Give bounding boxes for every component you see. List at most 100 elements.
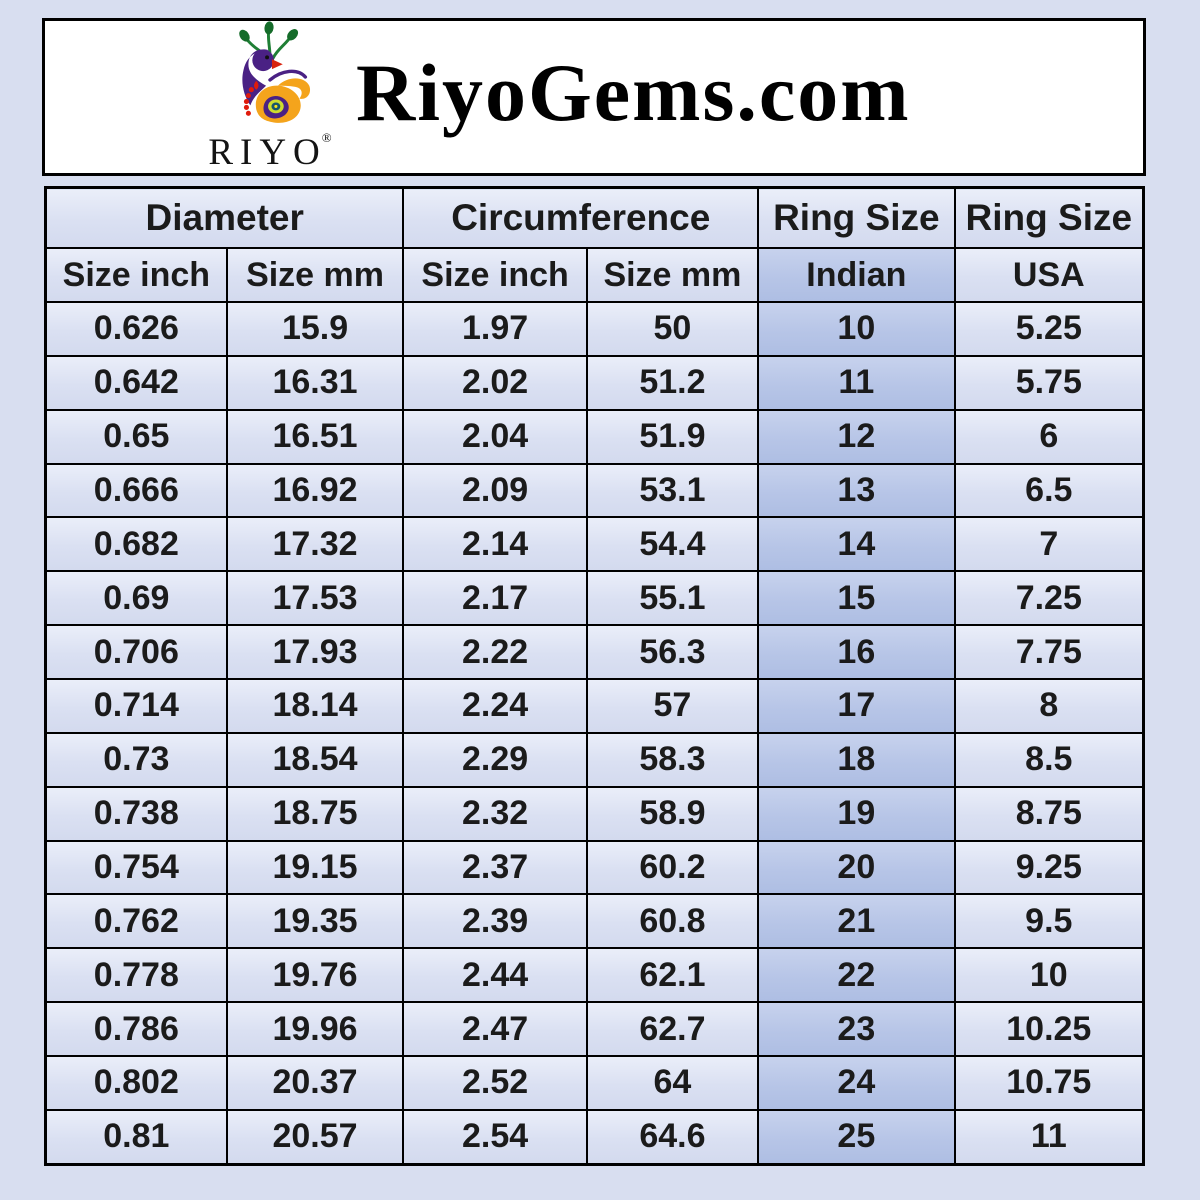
cell-circumference-inch: 2.24 <box>402 678 588 734</box>
cell-circumference-inch: 2.17 <box>402 570 588 627</box>
registered-mark: ® <box>321 130 332 145</box>
cell-ring-size-usa: 10.25 <box>953 1001 1145 1058</box>
cell-circumference-inch: 2.44 <box>402 947 588 1004</box>
cell-diameter-inch: 0.69 <box>44 570 228 627</box>
cell-circumference-mm: 54.4 <box>585 516 760 573</box>
cell-diameter-inch: 0.642 <box>44 354 228 411</box>
cell-diameter-inch: 0.754 <box>44 839 228 896</box>
cell-circumference-mm: 58.9 <box>585 785 760 842</box>
cell-circumference-mm: 50 <box>585 301 760 357</box>
cell-diameter-mm: 19.96 <box>225 1001 405 1058</box>
cell-ring-size-indian: 17 <box>757 678 956 734</box>
table-row: 0.802 20.37 2.52 64 24 10.75 <box>44 1055 1145 1111</box>
cell-ring-size-indian: 23 <box>757 1001 956 1058</box>
cell-diameter-inch: 0.802 <box>44 1055 228 1111</box>
cell-ring-size-usa: 9.5 <box>953 893 1145 950</box>
cell-diameter-mm: 16.92 <box>225 462 405 519</box>
cell-diameter-mm: 17.93 <box>225 624 405 681</box>
cell-circumference-mm: 55.1 <box>585 570 760 627</box>
cell-diameter-inch: 0.65 <box>44 408 228 465</box>
cell-diameter-inch: 0.706 <box>44 624 228 681</box>
cell-ring-size-indian: 19 <box>757 785 956 842</box>
cell-diameter-mm: 18.14 <box>225 678 405 734</box>
cell-circumference-mm: 62.1 <box>585 947 760 1004</box>
column-header-circumference-inch: Size inch <box>402 247 588 303</box>
cell-ring-size-indian: 14 <box>757 516 956 573</box>
cell-circumference-mm: 58.3 <box>585 731 760 788</box>
cell-ring-size-usa: 9.25 <box>953 839 1145 896</box>
table-row: 0.73 18.54 2.29 58.3 18 8.5 <box>44 731 1145 788</box>
cell-diameter-mm: 16.31 <box>225 354 405 411</box>
table-body: 0.626 15.9 1.97 50 10 5.25 0.642 16.31 2.02 51.2 1… <box>44 301 1145 1166</box>
group-header-row: Diameter Circumference Ring Size Ring Si… <box>44 186 1145 249</box>
table-row: 0.69 17.53 2.17 55.1 15 7.25 <box>44 570 1145 627</box>
cell-ring-size-indian: 13 <box>757 462 956 519</box>
cell-circumference-mm: 51.9 <box>585 408 760 465</box>
cell-diameter-inch: 0.786 <box>44 1001 228 1058</box>
cell-ring-size-usa: 7 <box>953 516 1145 573</box>
table-row: 0.762 19.35 2.39 60.8 21 9.5 <box>44 893 1145 950</box>
riyo-logo: RIYO® <box>190 21 350 173</box>
cell-ring-size-usa: 10 <box>953 947 1145 1004</box>
group-header-circumference: Circumference <box>402 186 760 249</box>
cell-ring-size-usa: 8.5 <box>953 731 1145 788</box>
cell-ring-size-indian: 18 <box>757 731 956 788</box>
column-header-diameter-inch: Size inch <box>44 247 228 303</box>
column-header-circumference-mm: Size mm <box>585 247 760 303</box>
cell-ring-size-usa: 8.75 <box>953 785 1145 842</box>
site-title: RiyoGems.com <box>356 47 911 138</box>
table-row: 0.642 16.31 2.02 51.2 11 5.75 <box>44 354 1145 411</box>
cell-circumference-inch: 2.02 <box>402 354 588 411</box>
group-header-ring-size-usa: Ring Size <box>953 186 1145 249</box>
cell-diameter-inch: 0.762 <box>44 893 228 950</box>
cell-ring-size-usa: 6 <box>953 408 1145 465</box>
table-row: 0.754 19.15 2.37 60.2 20 9.25 <box>44 839 1145 896</box>
cell-ring-size-indian: 22 <box>757 947 956 1004</box>
table-row: 0.626 15.9 1.97 50 10 5.25 <box>44 301 1145 357</box>
cell-diameter-inch: 0.682 <box>44 516 228 573</box>
cell-circumference-mm: 64 <box>585 1055 760 1111</box>
cell-circumference-inch: 2.47 <box>402 1001 588 1058</box>
cell-ring-size-indian: 12 <box>757 408 956 465</box>
cell-circumference-mm: 60.8 <box>585 893 760 950</box>
ring-size-table: Diameter Circumference Ring Size Ring Si… <box>44 186 1145 1166</box>
cell-ring-size-indian: 20 <box>757 839 956 896</box>
cell-ring-size-indian: 24 <box>757 1055 956 1111</box>
cell-ring-size-indian: 11 <box>757 354 956 411</box>
cell-ring-size-indian: 25 <box>757 1108 956 1166</box>
cell-circumference-mm: 57 <box>585 678 760 734</box>
cell-diameter-mm: 19.76 <box>225 947 405 1004</box>
cell-circumference-inch: 2.09 <box>402 462 588 519</box>
cell-circumference-inch: 2.22 <box>402 624 588 681</box>
header-banner: RIYO® RiyoGems.com <box>42 18 1146 176</box>
cell-circumference-inch: 2.32 <box>402 785 588 842</box>
cell-circumference-inch: 2.29 <box>402 731 588 788</box>
cell-circumference-inch: 2.37 <box>402 839 588 896</box>
cell-diameter-inch: 0.666 <box>44 462 228 519</box>
cell-ring-size-usa: 5.25 <box>953 301 1145 357</box>
table-row: 0.706 17.93 2.22 56.3 16 7.75 <box>44 624 1145 681</box>
column-header-diameter-mm: Size mm <box>225 247 405 303</box>
cell-circumference-mm: 64.6 <box>585 1108 760 1166</box>
cell-diameter-mm: 20.57 <box>225 1108 405 1166</box>
cell-diameter-inch: 0.626 <box>44 301 228 357</box>
cell-circumference-inch: 2.04 <box>402 408 588 465</box>
cell-circumference-mm: 53.1 <box>585 462 760 519</box>
cell-circumference-inch: 2.54 <box>402 1108 588 1166</box>
table-row: 0.786 19.96 2.47 62.7 23 10.25 <box>44 1001 1145 1058</box>
table-row: 0.714 18.14 2.24 57 17 8 <box>44 678 1145 734</box>
cell-ring-size-usa: 7.25 <box>953 570 1145 627</box>
column-header-row: Size inch Size mm Size inch Size mm Indi… <box>44 247 1145 303</box>
cell-diameter-mm: 19.15 <box>225 839 405 896</box>
table-row: 0.738 18.75 2.32 58.9 19 8.75 <box>44 785 1145 842</box>
cell-diameter-mm: 17.32 <box>225 516 405 573</box>
cell-ring-size-usa: 11 <box>953 1108 1145 1166</box>
cell-diameter-mm: 20.37 <box>225 1055 405 1111</box>
peacock-icon <box>239 21 311 123</box>
cell-circumference-mm: 51.2 <box>585 354 760 411</box>
cell-diameter-mm: 17.53 <box>225 570 405 627</box>
cell-diameter-mm: 16.51 <box>225 408 405 465</box>
cell-diameter-mm: 18.54 <box>225 731 405 788</box>
table-row: 0.81 20.57 2.54 64.6 25 11 <box>44 1108 1145 1166</box>
